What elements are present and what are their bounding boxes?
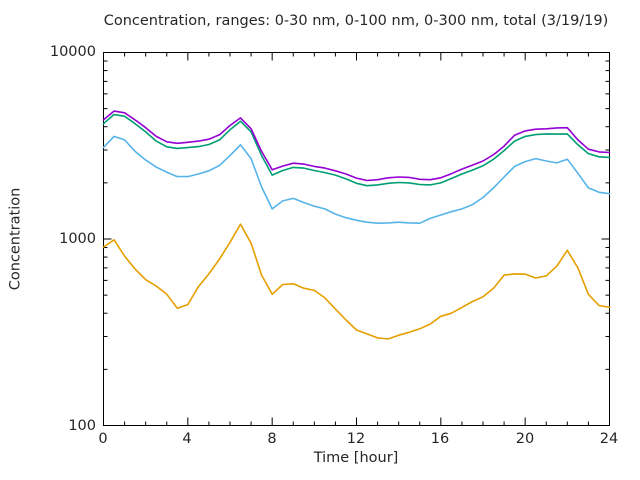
y-tick-label: 1000 bbox=[59, 231, 96, 247]
axis-ticks bbox=[103, 52, 610, 426]
axes bbox=[103, 52, 610, 426]
series-line-0-300-nm bbox=[102, 113, 611, 187]
series-line-total bbox=[102, 110, 611, 182]
chart-title: Concentration, ranges: 0-30 nm, 0-100 nm… bbox=[103, 13, 609, 29]
x-tick-label: 0 bbox=[98, 431, 108, 447]
x-tick-label: 24 bbox=[599, 431, 619, 447]
x-tick-label: 16 bbox=[430, 431, 450, 447]
x-axis-label: Time [hour] bbox=[313, 450, 399, 466]
x-tick-label: 8 bbox=[267, 431, 277, 447]
x-tick-label: 20 bbox=[515, 431, 535, 447]
x-tick-label: 4 bbox=[182, 431, 192, 447]
series-line-0-100-nm bbox=[102, 135, 611, 224]
y-tick-label: 10000 bbox=[49, 44, 96, 60]
series-line-0-30-nm bbox=[102, 223, 611, 340]
y-tick-label: 100 bbox=[68, 418, 96, 434]
x-tick-label: 12 bbox=[346, 431, 366, 447]
plot-border bbox=[103, 52, 610, 426]
series-lines bbox=[102, 110, 611, 340]
